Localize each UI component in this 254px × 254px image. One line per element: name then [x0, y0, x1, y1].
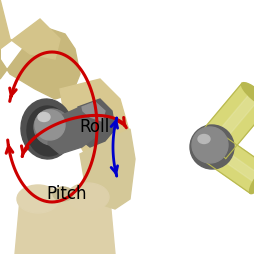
- Ellipse shape: [189, 125, 233, 169]
- Text: Roll: Roll: [79, 118, 109, 136]
- Polygon shape: [0, 0, 80, 100]
- Ellipse shape: [241, 83, 254, 108]
- Polygon shape: [80, 130, 134, 209]
- Polygon shape: [209, 144, 254, 184]
- Polygon shape: [207, 92, 254, 151]
- Ellipse shape: [53, 187, 73, 201]
- Polygon shape: [202, 134, 254, 194]
- Ellipse shape: [191, 128, 227, 163]
- Polygon shape: [48, 108, 95, 154]
- Polygon shape: [60, 80, 130, 174]
- Ellipse shape: [21, 100, 73, 159]
- Ellipse shape: [35, 110, 65, 140]
- Text: Pitch: Pitch: [46, 184, 86, 202]
- Ellipse shape: [67, 183, 108, 211]
- Ellipse shape: [17, 185, 59, 213]
- Ellipse shape: [197, 135, 209, 144]
- Ellipse shape: [201, 134, 221, 161]
- Ellipse shape: [34, 109, 70, 146]
- Polygon shape: [0, 0, 60, 60]
- Polygon shape: [78, 100, 115, 147]
- Ellipse shape: [38, 113, 50, 122]
- Ellipse shape: [249, 167, 254, 194]
- Ellipse shape: [27, 107, 69, 156]
- Ellipse shape: [197, 135, 225, 160]
- Polygon shape: [15, 199, 115, 254]
- Polygon shape: [82, 103, 105, 121]
- Polygon shape: [197, 84, 254, 159]
